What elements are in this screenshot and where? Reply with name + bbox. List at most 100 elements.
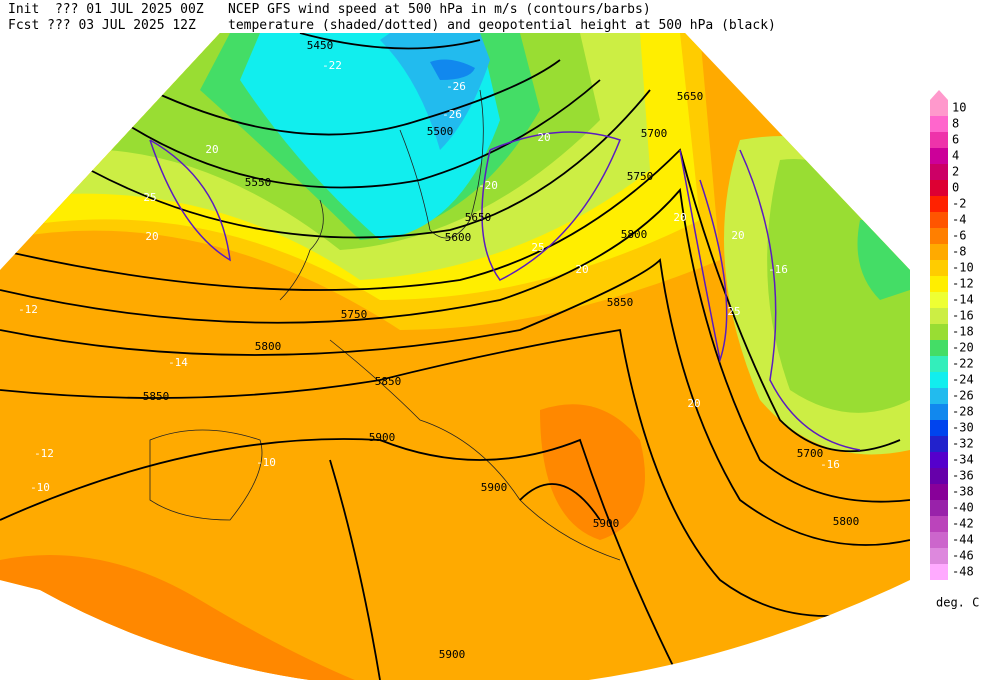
colorbar-label: -32 <box>952 437 974 451</box>
temperature-label: -12 <box>34 447 54 460</box>
map <box>0 33 910 680</box>
colorbar-label: -28 <box>952 405 974 419</box>
wind-label: 20 <box>205 143 218 156</box>
colorbar-label: -10 <box>952 261 974 275</box>
colorbar-label: 0 <box>952 181 959 195</box>
colorbar-swatch <box>930 148 948 164</box>
colorbar-label: -34 <box>952 453 974 467</box>
height-contour <box>89 89 651 239</box>
colorbar-swatch <box>930 452 948 468</box>
height-contour <box>299 33 481 50</box>
height-contour <box>0 438 681 680</box>
colorbar-unit: deg. C <box>936 596 979 610</box>
colorbar-label: -22 <box>952 357 974 371</box>
colorbar-swatch <box>930 228 948 244</box>
colorbar-swatch <box>930 516 948 532</box>
colorbar-swatch <box>930 324 948 340</box>
colorbar-label: -24 <box>952 373 974 387</box>
colorbar-label: -26 <box>952 389 974 403</box>
height-label: 5900 <box>439 648 466 661</box>
colorbar-label: -18 <box>952 325 974 339</box>
temp-band <box>380 33 490 150</box>
init-text: Init ??? 01 JUL 2025 00Z <box>8 2 204 17</box>
colorbar-swatch <box>930 292 948 308</box>
temperature-label: -10 <box>256 456 276 469</box>
height-label: 5800 <box>621 228 648 241</box>
colorbar-label: -38 <box>952 485 974 499</box>
colorbar-label: -14 <box>952 293 974 307</box>
height-contour <box>0 328 910 617</box>
wind-label: 20 <box>731 229 744 242</box>
wind-label: 20 <box>575 263 588 276</box>
colorbar-label: -4 <box>952 213 966 227</box>
colorbar-label: -46 <box>952 549 974 563</box>
height-contour <box>149 59 561 136</box>
height-label: 5750 <box>341 308 368 321</box>
temperature-label: -26 <box>442 108 462 121</box>
wind-label: 20 <box>145 230 158 243</box>
temperature-label: -14 <box>168 356 188 369</box>
warm-area <box>540 404 645 540</box>
colorbar-label: 4 <box>952 149 959 163</box>
colorbar-swatch <box>930 388 948 404</box>
height-label: 5650 <box>677 90 704 103</box>
colorbar-swatch <box>930 164 948 180</box>
title-line-2: temperature (shaded/dotted) and geopoten… <box>228 18 776 33</box>
colorbar-swatch <box>930 356 948 372</box>
wind-label: 25 <box>531 241 544 254</box>
colorbar-swatch <box>930 308 948 324</box>
height-label: 5900 <box>369 431 396 444</box>
height-label: 5850 <box>375 375 402 388</box>
wind-label: 25 <box>727 305 740 318</box>
height-label: 5750 <box>627 170 654 183</box>
colorbar-label: -20 <box>952 341 974 355</box>
colorbar-swatch <box>930 436 948 452</box>
colorbar-label: -42 <box>952 517 974 531</box>
wind-contour <box>149 131 861 451</box>
height-contour <box>0 258 910 546</box>
height-label: 5800 <box>833 515 860 528</box>
temperature-label: -10 <box>30 481 50 494</box>
colorbar-swatch <box>930 500 948 516</box>
colorbar-swatch <box>930 484 948 500</box>
colorbar-label: -12 <box>952 277 974 291</box>
colorbar-swatch <box>930 276 948 292</box>
height-label: 5850 <box>607 296 634 309</box>
colorbar-swatch <box>930 372 948 388</box>
colorbar-label: 8 <box>952 117 959 131</box>
height-contour <box>0 148 901 453</box>
colorbar-swatch <box>930 244 948 260</box>
temperature-label: -12 <box>18 303 38 316</box>
height-label: 5550 <box>245 176 272 189</box>
temperature-label: -16 <box>820 458 840 471</box>
colorbar-label: -2 <box>952 197 966 211</box>
height-label: 5450 <box>307 39 334 52</box>
colorbar-swatch <box>930 116 948 132</box>
colorbar-label: -48 <box>952 565 974 579</box>
colorbar-arrow <box>930 90 948 100</box>
colorbar-swatch <box>930 468 948 484</box>
colorbar-label: -30 <box>952 421 974 435</box>
colorbar-swatch <box>930 564 948 580</box>
coastline <box>149 89 621 561</box>
wind-label: 20 <box>537 131 550 144</box>
wind-label: 20 <box>687 397 700 410</box>
height-label: 5500 <box>427 125 454 138</box>
height-label: 5850 <box>143 390 170 403</box>
colorbar-swatch <box>930 404 948 420</box>
temperature-label: -20 <box>478 179 498 192</box>
colorbar-label: 10 <box>952 101 966 115</box>
height-label: 5900 <box>481 481 508 494</box>
colorbar-swatch <box>930 212 948 228</box>
colorbar-swatch <box>930 180 948 196</box>
colorbar-label: -16 <box>952 309 974 323</box>
colorbar-swatch <box>930 196 948 212</box>
colorbar-label: 2 <box>952 165 959 179</box>
wind-label: 25 <box>143 191 156 204</box>
temperature-label: -16 <box>768 263 788 276</box>
colorbar-swatch <box>930 548 948 564</box>
title-line-1: NCEP GFS wind speed at 500 hPa in m/s (c… <box>228 2 651 17</box>
temperature-label: -26 <box>446 80 466 93</box>
height-contour <box>119 79 601 189</box>
